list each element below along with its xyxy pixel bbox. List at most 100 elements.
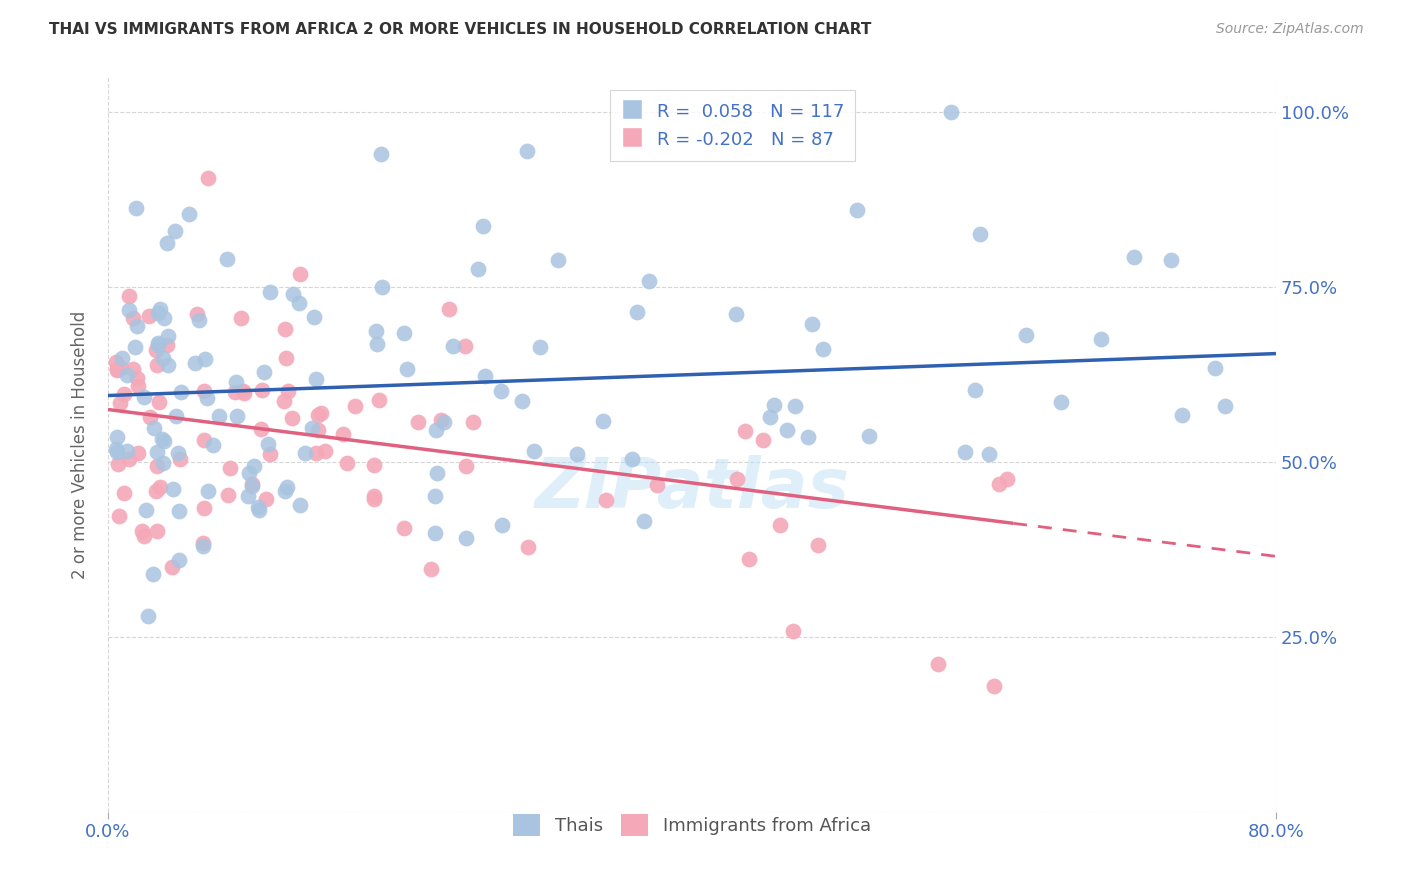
Point: [167, 552, 190, 566]
Point: [108, 509, 131, 524]
Point: [259, 447, 281, 461]
Point: [125, 319, 148, 334]
Point: [290, 498, 312, 512]
Point: [510, 394, 533, 409]
Point: [193, 384, 215, 398]
Point: [167, 504, 190, 518]
Point: [366, 337, 388, 351]
Point: [969, 227, 991, 241]
Point: [567, 447, 589, 461]
Point: [219, 461, 242, 475]
Point: [813, 342, 835, 356]
Point: [807, 538, 830, 552]
Point: [135, 503, 157, 517]
Point: [162, 482, 184, 496]
Point: [734, 424, 756, 438]
Point: [997, 472, 1019, 486]
Point: [307, 423, 329, 437]
Point: [122, 311, 145, 326]
Point: [425, 526, 447, 541]
Point: [246, 500, 269, 515]
Point: [247, 503, 270, 517]
Point: [165, 409, 187, 424]
Point: [153, 310, 176, 325]
Point: [419, 562, 441, 576]
Point: [472, 219, 495, 233]
Point: [983, 679, 1005, 693]
Point: [454, 338, 477, 352]
Point: [1123, 250, 1146, 264]
Point: [127, 371, 149, 385]
Point: [188, 313, 211, 327]
Point: [314, 443, 336, 458]
Point: [368, 393, 391, 408]
Point: [294, 446, 316, 460]
Point: [146, 524, 169, 538]
Point: [148, 338, 170, 352]
Point: [197, 170, 219, 185]
Point: [858, 429, 880, 443]
Point: [105, 430, 128, 444]
Point: [273, 394, 295, 409]
Point: [1213, 399, 1236, 413]
Point: [759, 409, 782, 424]
Point: [426, 466, 449, 480]
Point: [638, 274, 661, 288]
Text: Source: ZipAtlas.com: Source: ZipAtlas.com: [1216, 22, 1364, 37]
Point: [157, 358, 180, 372]
Point: [274, 351, 297, 365]
Point: [516, 145, 538, 159]
Point: [305, 372, 328, 386]
Point: [1014, 327, 1036, 342]
Point: [371, 280, 394, 294]
Point: [467, 262, 489, 277]
Point: [1170, 409, 1192, 423]
Point: [425, 489, 447, 503]
Point: [430, 413, 453, 427]
Point: [249, 422, 271, 436]
Point: [194, 352, 217, 367]
Point: [491, 517, 513, 532]
Point: [797, 430, 820, 444]
Point: [224, 385, 246, 400]
Point: [115, 368, 138, 382]
Point: [529, 340, 551, 354]
Point: [104, 355, 127, 369]
Point: [332, 426, 354, 441]
Point: [156, 329, 179, 343]
Point: [461, 416, 484, 430]
Point: [955, 444, 977, 458]
Point: [307, 408, 329, 422]
Point: [191, 539, 214, 553]
Point: [274, 322, 297, 336]
Point: [1160, 252, 1182, 267]
Point: [1204, 360, 1226, 375]
Point: [394, 521, 416, 535]
Point: [232, 384, 254, 399]
Point: [233, 385, 256, 400]
Point: [131, 524, 153, 539]
Point: [242, 476, 264, 491]
Point: [145, 343, 167, 357]
Point: [489, 384, 512, 398]
Point: [305, 445, 328, 459]
Point: [105, 363, 128, 377]
Point: [647, 478, 669, 492]
Point: [193, 434, 215, 448]
Point: [146, 459, 169, 474]
Point: [169, 451, 191, 466]
Point: [107, 458, 129, 472]
Point: [195, 391, 218, 405]
Point: [215, 252, 238, 266]
Point: [136, 608, 159, 623]
Point: [149, 479, 172, 493]
Point: [160, 559, 183, 574]
Point: [363, 458, 385, 472]
Point: [236, 489, 259, 503]
Point: [148, 306, 170, 320]
Point: [111, 351, 134, 365]
Point: [977, 447, 1000, 461]
Point: [134, 529, 156, 543]
Point: [301, 421, 323, 435]
Point: [139, 410, 162, 425]
